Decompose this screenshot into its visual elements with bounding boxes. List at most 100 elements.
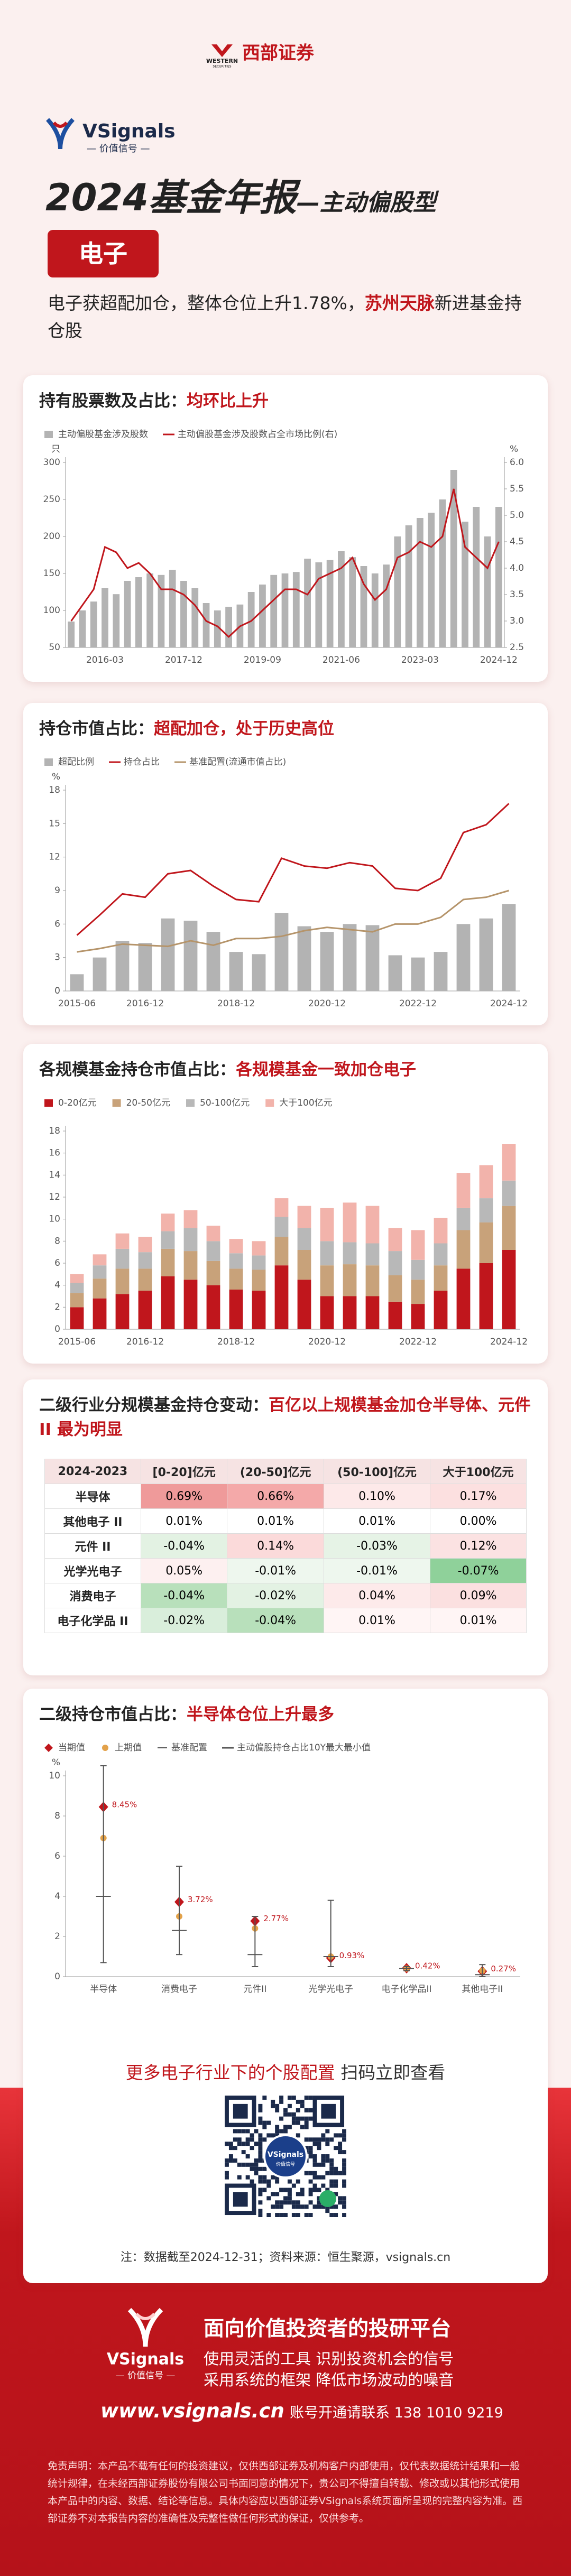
bar-segment	[161, 1248, 175, 1276]
bar-segment	[297, 1250, 311, 1280]
qr-module	[304, 2213, 309, 2217]
bar-segment	[70, 1293, 84, 1308]
table-cell: -0.04%	[140, 1533, 228, 1559]
x-tick-label: 光学光电子	[308, 1984, 353, 1995]
table-cell: 0.01%	[323, 1608, 431, 1633]
bar	[365, 925, 380, 991]
bar-segment	[252, 1291, 266, 1329]
bar	[274, 913, 289, 991]
qr-module	[233, 2137, 237, 2142]
qr-module	[275, 2133, 280, 2138]
legend-swatch	[112, 1099, 121, 1107]
qr-module	[296, 2213, 300, 2217]
table-cell: 0.14%	[227, 1533, 324, 1559]
bar-segment	[252, 1241, 266, 1256]
legend-swatch	[44, 431, 53, 438]
data-label: 0.93%	[339, 1951, 365, 1960]
x-tick-label: 2020-12	[308, 998, 346, 1009]
bar-segment	[161, 1276, 175, 1329]
qr-module	[233, 2146, 237, 2151]
qr-module	[258, 2116, 263, 2121]
y-tick-label: 15	[49, 818, 60, 829]
y-tick-label: 6	[54, 1258, 60, 1268]
qr-module	[308, 2213, 313, 2217]
bar-segment	[70, 1283, 84, 1293]
chart: 0 3 6 9 12 15 18% 2015-06 2016-12 2018-12 2020-12 2…	[44, 757, 528, 1009]
qr-module	[312, 2142, 317, 2146]
qr-module	[225, 2162, 229, 2167]
bar-segment	[297, 1206, 311, 1228]
qr-module	[241, 2150, 246, 2155]
y-tick-label: 6	[54, 1851, 60, 1861]
qr-module	[334, 2204, 338, 2209]
bar	[484, 536, 491, 647]
bar	[229, 952, 243, 991]
qr-center	[263, 2134, 308, 2179]
qr-finder	[312, 2096, 345, 2127]
bar	[304, 559, 311, 647]
table-row: 半导体 0.69% 0.66% 0.10% 0.17%	[44, 1484, 527, 1509]
qr-module	[258, 2200, 263, 2205]
y-tick-label: 4.5	[510, 536, 524, 547]
qr-module	[342, 2150, 346, 2155]
qr-module	[342, 2166, 346, 2171]
qr-module	[317, 2204, 321, 2209]
x-tick-label: 2024-12	[490, 998, 528, 1009]
card-title: 二级持仓市值占比：半导体仓位上升最多	[39, 1702, 531, 1727]
qr-module	[325, 2188, 330, 2192]
y-tick-label: 8	[54, 1811, 60, 1821]
website[interactable]: www.vsignals.cn	[100, 2399, 284, 2422]
qr-module	[245, 2154, 250, 2158]
summary: 电子获超配加仓，整体仓位上升1.78%，苏州天脉新进基金持仓股	[48, 290, 534, 345]
bar-segment	[434, 1218, 448, 1244]
qr-module	[296, 2179, 300, 2184]
qr-module	[279, 2204, 284, 2209]
qr-module	[262, 2166, 267, 2171]
cta-text: 更多电子行业下的个股配置	[125, 2062, 335, 2083]
y-tick-label: 10	[49, 1771, 60, 1781]
qr-module	[275, 2129, 280, 2134]
y-tick-label: 250	[43, 494, 60, 505]
y-tick-label: 4	[54, 1280, 60, 1291]
qr-module	[325, 2171, 330, 2175]
qr-module	[271, 2104, 275, 2108]
qr-module	[308, 2096, 313, 2100]
legend-swatch	[44, 1099, 53, 1107]
x-tick-label: 半导体	[90, 1984, 117, 1995]
bar	[146, 573, 153, 647]
header-row: 2024-2023 [0-20]亿元 (20-50]亿元 (50-100]亿元 大于10…	[44, 1459, 527, 1484]
logo-en: WESTERN	[206, 58, 238, 64]
qr-module	[334, 2133, 338, 2138]
qr-code[interactable]: VSignals 价值信号	[225, 2096, 346, 2217]
bar-segment	[365, 1206, 380, 1244]
qr-module	[275, 2108, 280, 2112]
qr-module	[258, 2175, 263, 2180]
bar-segment	[70, 1307, 84, 1329]
qr-module	[296, 2120, 300, 2125]
bar-segment	[297, 1228, 311, 1250]
qr-module	[258, 2166, 263, 2171]
bar-segment	[502, 1180, 516, 1206]
qr-module	[283, 2196, 288, 2201]
bar-segment	[411, 1304, 425, 1329]
qr-module	[304, 2137, 309, 2142]
bar	[388, 955, 402, 991]
legend-label: 50-100亿元	[200, 1098, 250, 1108]
qr-module	[304, 2096, 309, 2100]
summary-text: 电子获超配加仓，整体仓位上升1.78%，	[48, 293, 365, 313]
footer-line: 使用灵活的工具 识别投资机会的信号	[204, 2350, 454, 2368]
bar-segment	[138, 1252, 152, 1269]
qr-module	[262, 2137, 267, 2142]
bar-segment	[206, 1226, 220, 1241]
qr-module	[279, 2096, 284, 2100]
qr-module	[283, 2200, 288, 2205]
x-tick-label: 2021-06	[323, 655, 360, 665]
header-cell: (50-100]亿元	[323, 1459, 431, 1484]
qr-module	[325, 2154, 330, 2158]
x-tick-label: 2017-12	[165, 655, 202, 665]
qr-badge	[319, 2190, 336, 2207]
qr-module	[266, 2183, 271, 2188]
bar	[456, 924, 471, 991]
bar-segment	[502, 1206, 516, 1250]
bar	[479, 918, 493, 991]
